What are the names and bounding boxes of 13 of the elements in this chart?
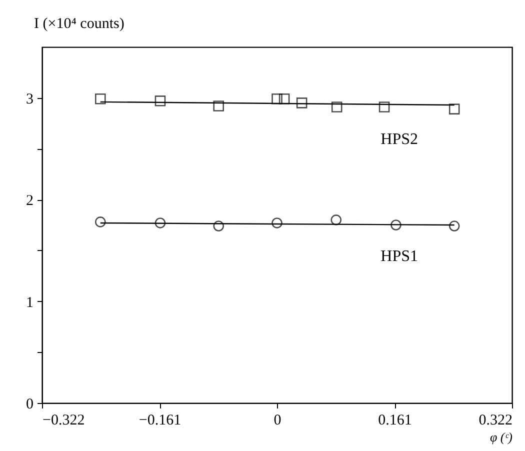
y-tick-label: 0 xyxy=(26,396,34,412)
x-tick-label: 0 xyxy=(274,412,282,428)
x-tick-label: −0.322 xyxy=(42,412,85,428)
series-label: HPS1 xyxy=(380,248,418,266)
x-tick-label: 0.322 xyxy=(478,412,512,428)
y-tick-label: 2 xyxy=(26,193,34,210)
y-tick-label: 1 xyxy=(26,294,34,311)
x-tick-label: 0.161 xyxy=(378,412,412,428)
series-label: HPS2 xyxy=(380,131,418,148)
x-tick-label: −0.161 xyxy=(138,412,182,428)
x-axis-title: φ (ᶜ) xyxy=(490,430,512,444)
y-axis-title: I (×10⁴ counts) xyxy=(34,16,124,32)
y-tick-label: 3 xyxy=(26,91,34,108)
